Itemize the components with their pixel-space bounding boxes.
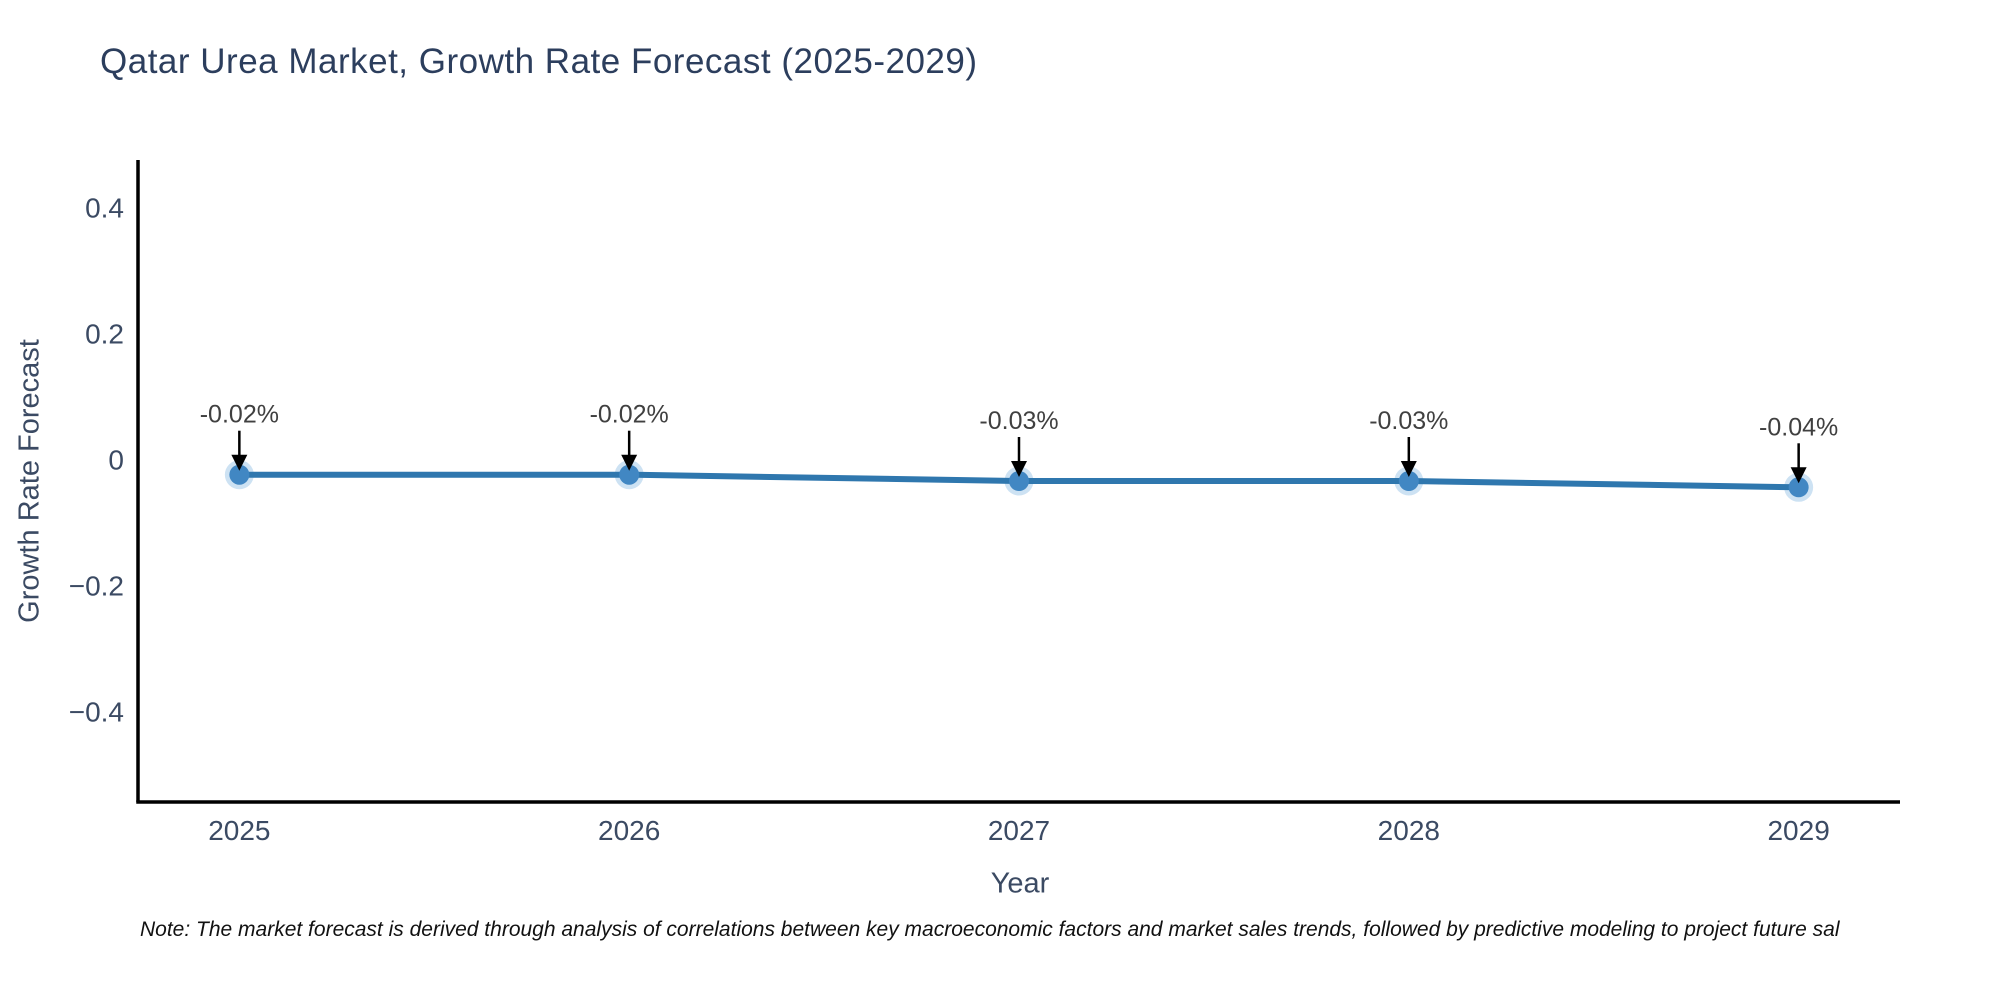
footnote: Note: The market forecast is derived thr…: [140, 918, 1840, 941]
data-point-label: -0.03%: [1369, 407, 1448, 435]
x-tick-label: 2029: [1767, 815, 1829, 846]
data-point: [229, 464, 250, 485]
chart-title: Qatar Urea Market, Growth Rate Forecast …: [100, 42, 978, 81]
data-point: [1398, 471, 1419, 491]
y-tick-label: −0.2: [69, 570, 124, 601]
data-point: [1788, 477, 1809, 498]
y-tick-label: 0.2: [85, 319, 124, 350]
annotation-arrow-head: [621, 454, 638, 471]
annotation-arrow-head: [231, 454, 248, 471]
y-tick-label: 0: [108, 445, 124, 476]
y-tick-label: 0.4: [85, 193, 124, 224]
data-point-label: -0.03%: [979, 407, 1058, 435]
data-point: [619, 464, 640, 485]
annotation-arrow-head: [1790, 467, 1807, 484]
x-tick-label: 2025: [208, 815, 270, 846]
data-point-label: -0.02%: [590, 401, 669, 429]
x-tick-label: 2028: [1378, 815, 1440, 846]
annotation-arrow-head: [1400, 461, 1417, 477]
x-axis-title: Year: [990, 867, 1050, 900]
data-point-label: -0.02%: [200, 401, 279, 429]
data-point-label: -0.04%: [1759, 413, 1838, 441]
x-tick-label: 2027: [988, 815, 1050, 846]
annotation-arrow-head: [1011, 461, 1027, 477]
x-tick-label: 2026: [598, 815, 660, 846]
data-point: [1009, 471, 1029, 491]
y-tick-label: −0.4: [69, 696, 124, 727]
